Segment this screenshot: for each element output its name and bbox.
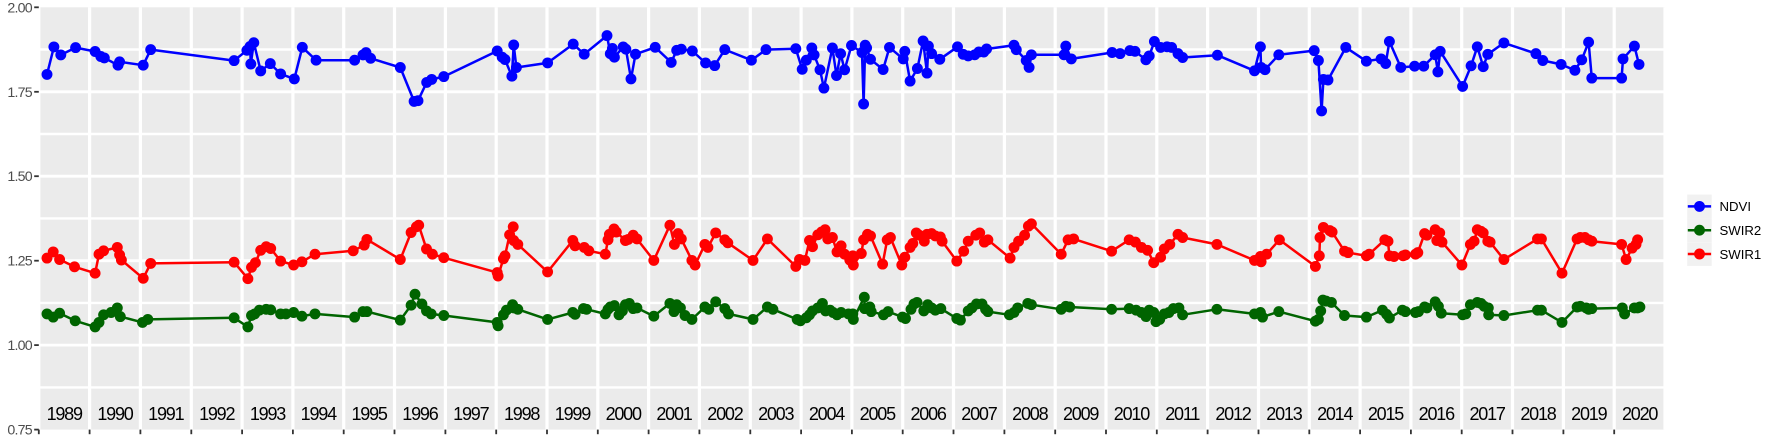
svg-text:1997: 1997 [453,404,489,424]
svg-text:2001: 2001 [656,404,692,424]
svg-text:NDVI: NDVI [1720,199,1752,214]
svg-text:2008: 2008 [1012,404,1048,424]
svg-text:1992: 1992 [199,404,235,424]
svg-text:1990: 1990 [97,404,133,424]
svg-text:2007: 2007 [961,404,997,424]
svg-text:2018: 2018 [1520,404,1556,424]
svg-text:SWIR1: SWIR1 [1720,247,1762,262]
svg-text:2005: 2005 [860,404,896,424]
svg-text:1999: 1999 [555,404,591,424]
svg-text:0.75: 0.75 [7,423,32,439]
svg-text:2004: 2004 [809,404,845,424]
svg-text:SWIR2: SWIR2 [1720,223,1762,238]
svg-text:1993: 1993 [250,404,286,424]
svg-text:2014: 2014 [1317,404,1353,424]
svg-text:2012: 2012 [1215,404,1251,424]
svg-text:2015: 2015 [1368,404,1404,424]
svg-text:2006: 2006 [910,404,946,424]
svg-text:2000: 2000 [606,404,642,424]
svg-text:2019: 2019 [1571,404,1607,424]
svg-text:1.25: 1.25 [7,254,32,270]
svg-text:2002: 2002 [707,404,743,424]
svg-text:2017: 2017 [1469,404,1505,424]
svg-text:1989: 1989 [47,404,83,424]
svg-text:1.50: 1.50 [7,169,32,185]
svg-text:1.00: 1.00 [7,338,32,354]
svg-text:2020: 2020 [1622,404,1658,424]
svg-text:1994: 1994 [301,404,337,424]
svg-text:2003: 2003 [758,404,794,424]
svg-text:2011: 2011 [1165,404,1200,424]
svg-text:2010: 2010 [1114,404,1150,424]
svg-text:1996: 1996 [402,404,438,424]
svg-text:2013: 2013 [1266,404,1302,424]
svg-text:2016: 2016 [1419,404,1455,424]
svg-text:2.00: 2.00 [7,0,32,16]
svg-text:2009: 2009 [1063,404,1099,424]
svg-text:1991: 1991 [148,404,184,424]
svg-text:1.75: 1.75 [7,85,32,101]
svg-text:1998: 1998 [504,404,540,424]
svg-text:1995: 1995 [351,404,387,424]
